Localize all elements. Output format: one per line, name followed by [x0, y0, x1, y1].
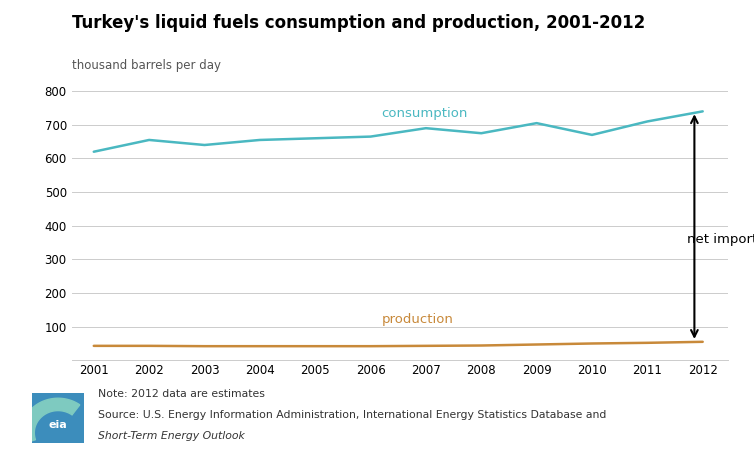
Text: Source: U.S. Energy Information Administration, International Energy Statistics : Source: U.S. Energy Information Administ…	[98, 410, 606, 420]
Text: Note: 2012 data are estimates: Note: 2012 data are estimates	[98, 389, 265, 398]
Text: net imports: net imports	[687, 233, 754, 246]
Text: eia: eia	[49, 421, 67, 430]
Text: Turkey's liquid fuels consumption and production, 2001-2012: Turkey's liquid fuels consumption and pr…	[72, 14, 645, 32]
Text: thousand barrels per day: thousand barrels per day	[72, 59, 221, 72]
Text: production: production	[382, 313, 453, 326]
Text: consumption: consumption	[382, 107, 468, 120]
Polygon shape	[21, 398, 80, 444]
Text: Short-Term Energy Outlook: Short-Term Energy Outlook	[98, 431, 245, 441]
